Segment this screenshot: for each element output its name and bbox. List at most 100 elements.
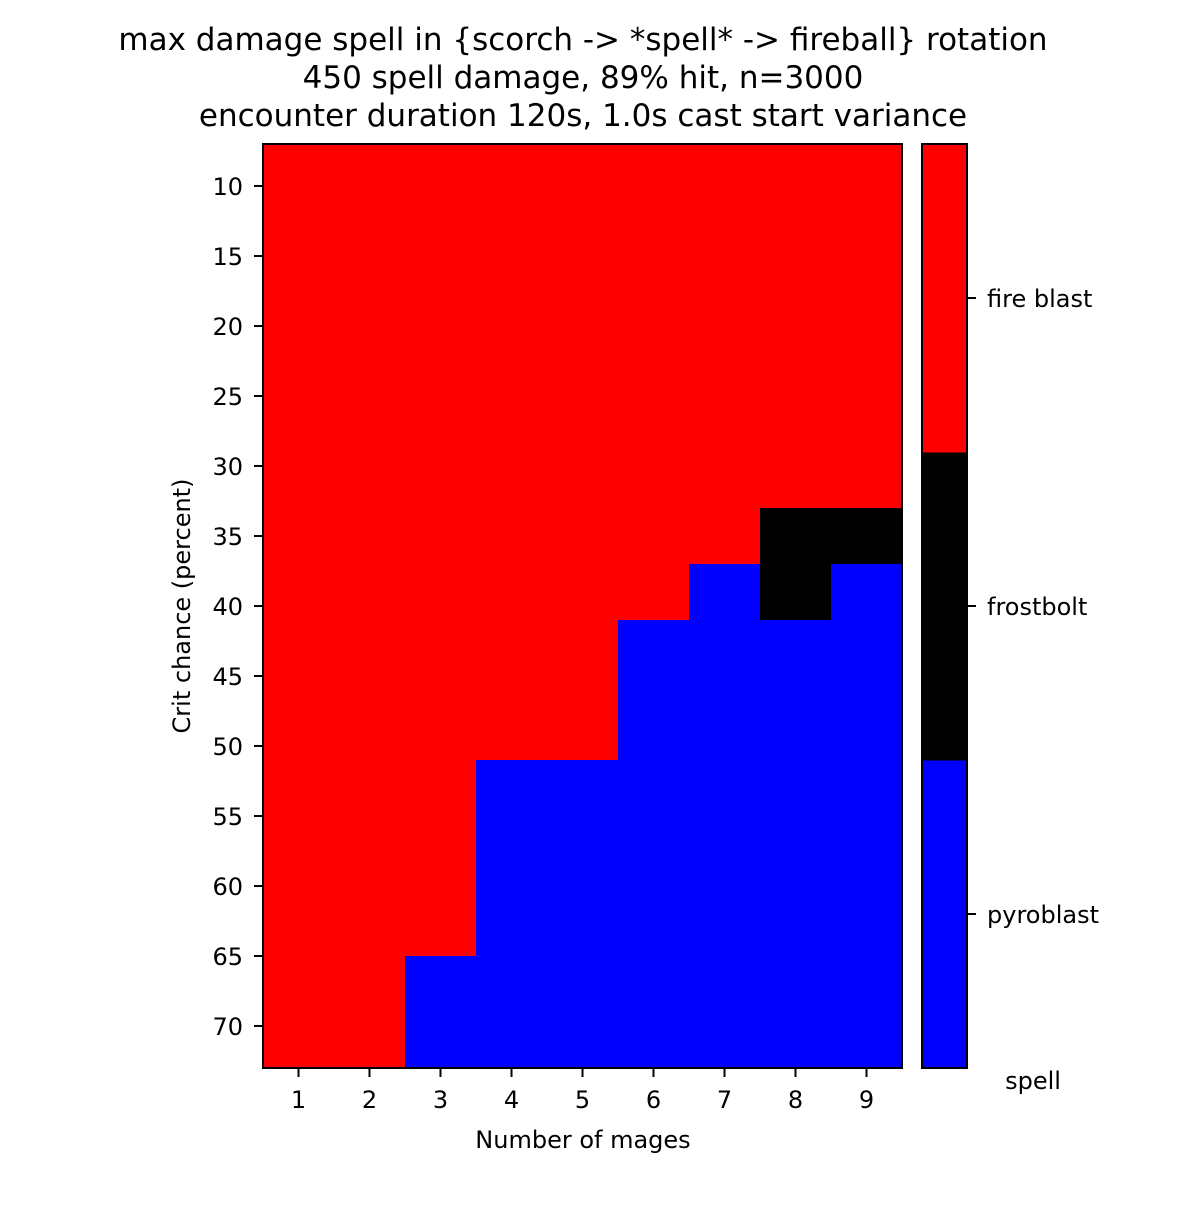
heatmap-cell [334,956,406,985]
heatmap-cell [334,508,406,537]
heatmap-cell [263,760,335,789]
heatmap-cell [618,200,690,229]
heatmap-cell [476,452,548,481]
heatmap-cell [405,648,477,677]
heatmap-cell [618,620,690,649]
heatmap-cell [618,256,690,285]
heatmap-cell [476,1040,548,1069]
heatmap-cell [760,536,832,565]
heatmap-cell [831,704,903,733]
heatmap-cell [689,368,761,397]
heatmap-cell [547,676,619,705]
heatmap-cell [263,256,335,285]
colorbar-tick-label: pyroblast [987,901,1099,929]
heatmap-cell [618,508,690,537]
heatmap-cell [831,200,903,229]
heatmap-cell [334,760,406,789]
heatmap-cell [760,648,832,677]
heatmap-cell [618,676,690,705]
heatmap-cell [618,1040,690,1069]
heatmap-cell [689,452,761,481]
heatmap-cell [263,872,335,901]
heatmap-cell [263,816,335,845]
heatmap-cell [263,1040,335,1069]
y-tick-label: 30 [212,453,243,481]
heatmap-cell [263,284,335,313]
heatmap-cell [263,368,335,397]
heatmap-cell [689,228,761,257]
heatmap-cell [547,816,619,845]
heatmap-cell [334,256,406,285]
heatmap-cell [831,1040,903,1069]
heatmap-cell [689,984,761,1013]
heatmap-cell [760,732,832,761]
heatmap-cell [831,172,903,201]
heatmap-cell [476,956,548,985]
heatmap-cell [689,256,761,285]
heatmap-cell [334,564,406,593]
heatmap-cell [831,312,903,341]
heatmap-cell [405,480,477,509]
heatmap-cell [760,592,832,621]
heatmap-cell [831,984,903,1013]
y-tick-label: 15 [212,243,243,271]
heatmap-cell [405,592,477,621]
heatmap-cell [334,816,406,845]
heatmap-cell [263,452,335,481]
y-tick-label: 25 [212,383,243,411]
chart-title-line-3: encounter duration 120s, 1.0s cast start… [199,98,967,134]
heatmap-cell [334,900,406,929]
heatmap-cell [547,1012,619,1041]
heatmap-cell [263,1012,335,1041]
heatmap-cell [618,144,690,173]
heatmap-cell [618,788,690,817]
heatmap-cell [476,620,548,649]
heatmap-cell [405,144,477,173]
heatmap-cell [547,312,619,341]
heatmap-cell [405,704,477,733]
heatmap-cell [476,816,548,845]
heatmap-cell [334,1040,406,1069]
heatmap-cell [689,284,761,313]
heatmap-cell [476,200,548,229]
heatmap-cell [476,984,548,1013]
x-tick-label: 6 [646,1086,661,1114]
heatmap-cell [547,424,619,453]
heatmap-cell [618,928,690,957]
heatmap-cell [476,928,548,957]
heatmap-cell [689,536,761,565]
heatmap-cell [618,536,690,565]
heatmap-cell [689,144,761,173]
heatmap-cell [618,816,690,845]
heatmap-cell [831,396,903,425]
heatmap-cell [760,788,832,817]
y-tick-label: 20 [212,313,243,341]
heatmap-cell [760,872,832,901]
heatmap-cell [831,760,903,789]
heatmap-cell [405,844,477,873]
heatmap-cell [263,480,335,509]
heatmap-cell [618,340,690,369]
heatmap-cell [618,564,690,593]
heatmap-cell [334,648,406,677]
heatmap-cell [618,760,690,789]
heatmap-cell [547,396,619,425]
heatmap-cell [831,816,903,845]
heatmap-cell [334,536,406,565]
heatmap-cell [405,200,477,229]
heatmap-cell [831,1012,903,1041]
heatmap-cell [334,368,406,397]
heatmap-cell [405,676,477,705]
heatmap-cell [263,340,335,369]
heatmap-cell [831,620,903,649]
heatmap-cell [476,172,548,201]
heatmap-cell [547,788,619,817]
heatmap-cell [831,844,903,873]
heatmap-cell [831,648,903,677]
heatmap-cell [831,424,903,453]
heatmap-cell [334,844,406,873]
heatmap-cell [405,928,477,957]
heatmap-cell [334,480,406,509]
colorbar-segment [922,144,967,453]
heatmap-cell [263,676,335,705]
